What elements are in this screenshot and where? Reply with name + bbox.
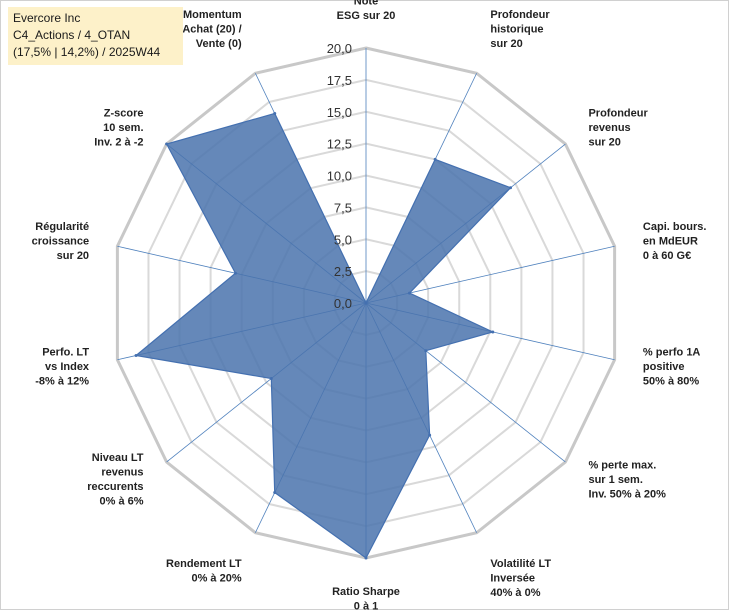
tick-label: 12,5: [327, 137, 352, 152]
series-point: [165, 142, 169, 146]
axis-label-line: vs Index: [45, 361, 90, 373]
portfolio-details: (17,5% | 14,2%) / 2025W44: [13, 45, 161, 59]
axis-label: Capi. bours. en MdEUR 0 à 60 G€: [643, 221, 707, 262]
company-name: Evercore Inc: [13, 11, 81, 25]
portfolio-name: C4_Actions / 4_OTAN: [13, 28, 131, 42]
axis-label: Volatilité LT Inversée 40% à 0%: [490, 558, 551, 599]
axis-label-line: 0 à 60 G€: [643, 250, 691, 262]
axis-label-line: sur 1 sem.: [588, 474, 642, 486]
axis-label-line: Note: [354, 0, 378, 8]
axis-label-line: historique: [490, 23, 543, 35]
axis-label: Note ESG sur 20: [337, 0, 396, 22]
axis-label-line: Inversée: [490, 573, 535, 585]
axis-label-line: Capi. bours.: [643, 221, 707, 233]
axis-label-line: Régularité: [35, 221, 89, 233]
tick-label: 20,0: [327, 41, 352, 56]
axis-label-line: % perte max.: [588, 459, 656, 471]
axis-label: % perfo 1A positive 50% à 80%: [643, 346, 701, 387]
axis-label-line: croissance: [32, 235, 89, 247]
tick-label: 10,0: [327, 169, 352, 184]
axis-label-line: 50% à 80%: [643, 375, 699, 387]
info-box: Evercore Inc C4_Actions / 4_OTAN (17,5% …: [8, 7, 183, 65]
axis-label: % perte max. sur 1 sem. Inv. 50% à 20%: [588, 459, 666, 500]
tick-label: 0,0: [334, 296, 352, 311]
axis-label: Niveau LT revenus reccurents 0% à 6%: [87, 452, 144, 508]
series-point: [269, 377, 273, 381]
series-point: [491, 330, 495, 334]
axis-label: Profondeur revenus sur 20: [588, 108, 648, 149]
series-point: [424, 349, 428, 353]
axis-label-line: Achat (20) /: [182, 23, 241, 35]
axis-label-line: ESG sur 20: [337, 10, 396, 22]
axis-label-line: revenus: [101, 467, 143, 479]
axis-label-line: 0% à 20%: [191, 573, 241, 585]
axis-label-line: Inv. 2 à -2: [94, 137, 143, 149]
series-point: [428, 433, 432, 437]
axis-label-line: 40% à 0%: [490, 587, 540, 599]
tick-label: 7,5: [334, 200, 352, 215]
tick-label: 15,0: [327, 105, 352, 120]
tick-labels: 0,0 2,5 5,0 7,5 10,0 12,5 15,0 17,5 20,0: [327, 41, 352, 311]
axis-label-line: 0 à 1: [354, 601, 378, 610]
series-area: [134, 112, 512, 559]
axis-label-line: Profondeur: [588, 108, 648, 120]
tick-label: 5,0: [334, 232, 352, 247]
series-point: [509, 186, 513, 190]
axis-label-line: en MdEUR: [643, 235, 698, 247]
axis-label-line: Z-score: [104, 108, 144, 120]
axis-label: Ratio Sharpe 0 à 1: [332, 586, 400, 610]
series-point: [273, 111, 277, 115]
series-point: [408, 291, 412, 295]
series-layer: [134, 111, 513, 560]
axis-label: Z-score 10 sem. Inv. 2 à -2: [94, 108, 143, 149]
series-point: [273, 491, 277, 495]
axis-label-line: revenus: [588, 122, 630, 134]
axis-label-line: Profondeur: [490, 9, 550, 21]
axis-label: Profondeur historique sur 20: [490, 9, 550, 50]
axis-label-line: Inv. 50% à 20%: [588, 488, 666, 500]
axis-label-line: Ratio Sharpe: [332, 586, 400, 598]
axis-label-line: Perfo. LT: [42, 346, 89, 358]
series-point: [233, 271, 237, 275]
axis-label: Régularité croissance sur 20: [32, 221, 89, 262]
series-point: [134, 353, 138, 357]
axis-label-line: Vente (0): [196, 38, 242, 50]
axis-label-line: -8% à 12%: [35, 375, 89, 387]
axis-label-line: Niveau LT: [92, 452, 144, 464]
axis-label-line: positive: [643, 361, 685, 373]
axis-labels: Note ESG sur 20 Profondeur historique sur 20…: [32, 0, 707, 610]
axis-label-line: sur 20: [57, 250, 89, 262]
series-point: [433, 157, 437, 161]
axis-label-line: Rendement LT: [166, 558, 242, 570]
axis-label-line: Momentum: [183, 9, 242, 21]
series-point: [364, 556, 368, 560]
axis-label-line: Volatilité LT: [490, 558, 551, 570]
series-point: [364, 301, 368, 305]
axis-label-line: sur 20: [588, 137, 620, 149]
axis-label-line: % perfo 1A: [643, 346, 701, 358]
axis-label-line: sur 20: [490, 38, 522, 50]
axis-label-line: 10 sem.: [103, 122, 143, 134]
axis-label-line: reccurents: [87, 481, 143, 493]
tick-label: 2,5: [334, 264, 352, 279]
tick-label: 17,5: [327, 73, 352, 88]
axis-label: Perfo. LT vs Index -8% à 12%: [35, 346, 90, 387]
axis-label: Rendement LT 0% à 20%: [166, 558, 242, 585]
axis-label-line: 0% à 6%: [99, 496, 143, 508]
axis-label: Momentum Achat (20) / Vente (0): [182, 9, 242, 50]
